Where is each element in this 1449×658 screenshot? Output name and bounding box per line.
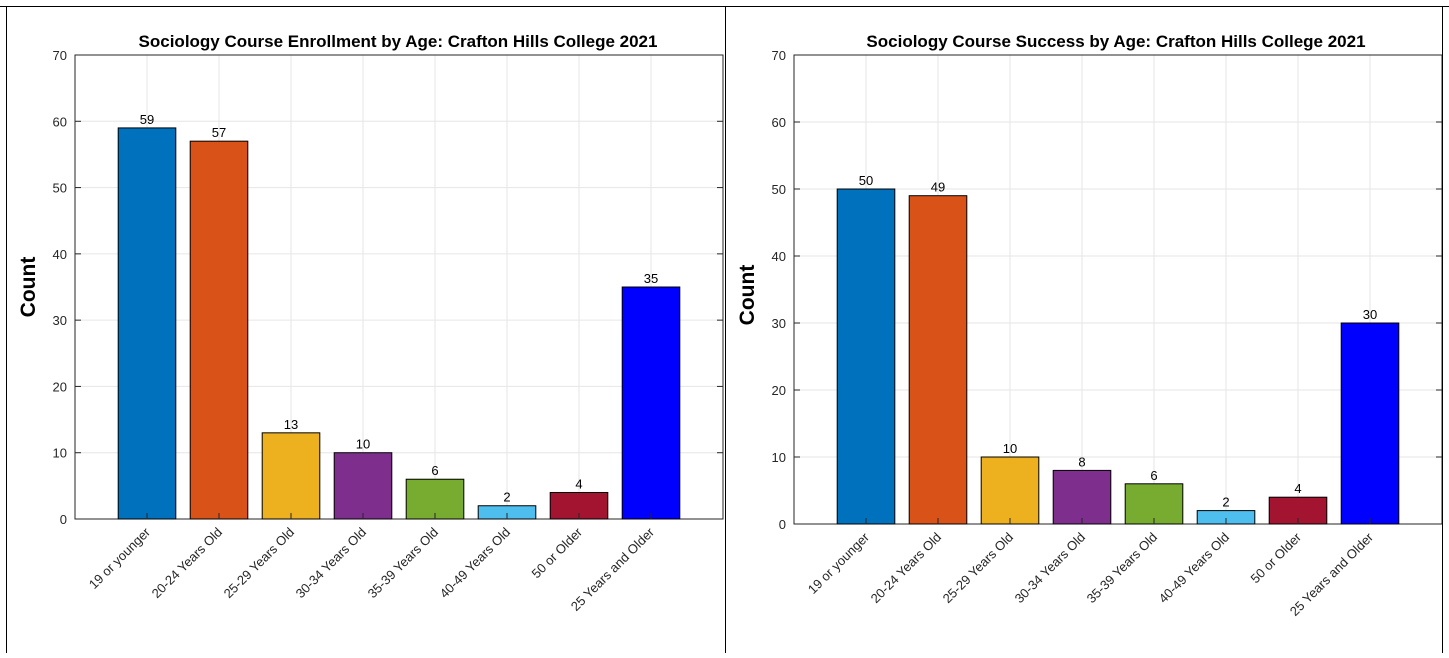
chart-panel-success: 0 10 20 30 40 50 60 70 50 19 or younger 49 20-24 Ye…: [726, 6, 1443, 653]
bar: [405, 478, 465, 520]
x-tick-label: 35-39 Years Old: [1084, 530, 1161, 607]
data-label: 4: [1294, 481, 1301, 496]
y-axis-label: Count: [17, 257, 40, 318]
x-tick-label: 50 or Older: [1248, 529, 1305, 586]
data-label: 10: [356, 437, 370, 452]
y-tick-label: 0: [60, 512, 67, 527]
x-tick-label: 40-49 Years Old: [437, 525, 514, 602]
y-tick-label: 50: [53, 181, 67, 196]
y-tick-label: 30: [53, 313, 67, 328]
chart-title: Sociology Course Success by Age: Crafton…: [866, 32, 1365, 51]
success-chart: 0 10 20 30 40 50 60 70 50 19 or younger 49 20-24 Ye…: [736, 32, 1443, 619]
x-tick-label: 20-24 Years Old: [868, 530, 945, 607]
y-tick-label: 0: [779, 517, 786, 532]
axes-box: [74, 54, 724, 520]
chart-panel-enrollment: 0 10 20 30 40 50 60 70 59 19 or younger 57 20-24 Ye…: [7, 6, 725, 653]
chart-title: Sociology Course Enrollment by Age: Craf…: [139, 32, 658, 51]
x-tick-label: 50 or Older: [529, 524, 586, 581]
y-tick-label: 40: [772, 249, 786, 264]
bar: [189, 140, 249, 520]
data-label: 35: [644, 271, 658, 286]
y-tick-label: 20: [772, 383, 786, 398]
frame-divider: [725, 6, 726, 653]
data-label: 6: [1150, 468, 1157, 483]
x-tick-label: 40-49 Years Old: [1156, 530, 1233, 607]
bar: [621, 286, 681, 520]
data-label: 4: [575, 476, 582, 491]
x-tick-label: 19 or younger: [805, 529, 873, 597]
data-label: 8: [1078, 454, 1085, 469]
data-label: 10: [1003, 441, 1017, 456]
data-label: 2: [1222, 495, 1229, 510]
data-label: 49: [931, 180, 945, 195]
bar: [836, 188, 896, 525]
data-label: 57: [212, 125, 226, 140]
data-label: 13: [284, 417, 298, 432]
bar: [980, 456, 1040, 525]
y-tick-label: 30: [772, 316, 786, 331]
y-tick-label: 60: [53, 114, 67, 129]
y-tick-label: 70: [772, 48, 786, 63]
frame-left-border: [6, 6, 7, 653]
frame-top-border: [0, 6, 1449, 7]
x-tick-label: 30-34 Years Old: [293, 525, 370, 602]
data-label: 6: [431, 463, 438, 478]
bar: [908, 195, 968, 525]
x-tick-label: 25-29 Years Old: [221, 525, 298, 602]
bar: [1340, 322, 1400, 525]
x-tick-label: 19 or younger: [86, 524, 154, 592]
data-label: 59: [140, 112, 154, 127]
y-tick-label: 20: [53, 379, 67, 394]
y-tick-label: 40: [53, 247, 67, 262]
bar: [333, 452, 393, 520]
x-tick-label: 20-24 Years Old: [149, 525, 226, 602]
frame-right-border: [1442, 6, 1443, 653]
enrollment-chart: 0 10 20 30 40 50 60 70 59 19 or younger 57 20-24 Ye…: [17, 32, 724, 614]
y-tick-label: 10: [772, 450, 786, 465]
bar: [1124, 483, 1184, 525]
data-label: 30: [1363, 307, 1377, 322]
y-tick-label: 50: [772, 182, 786, 197]
y-tick-label: 70: [53, 48, 67, 63]
x-tick-label: 35-39 Years Old: [365, 525, 442, 602]
x-tick-label: 30-34 Years Old: [1012, 530, 1089, 607]
y-tick-label: 60: [772, 115, 786, 130]
bar: [1052, 469, 1112, 525]
data-label: 2: [503, 490, 510, 505]
data-label: 50: [859, 173, 873, 188]
bar: [117, 127, 177, 520]
bar: [261, 432, 321, 520]
y-axis-label: Count: [736, 265, 759, 326]
x-tick-label: 25-29 Years Old: [940, 530, 1017, 607]
y-tick-label: 10: [53, 446, 67, 461]
